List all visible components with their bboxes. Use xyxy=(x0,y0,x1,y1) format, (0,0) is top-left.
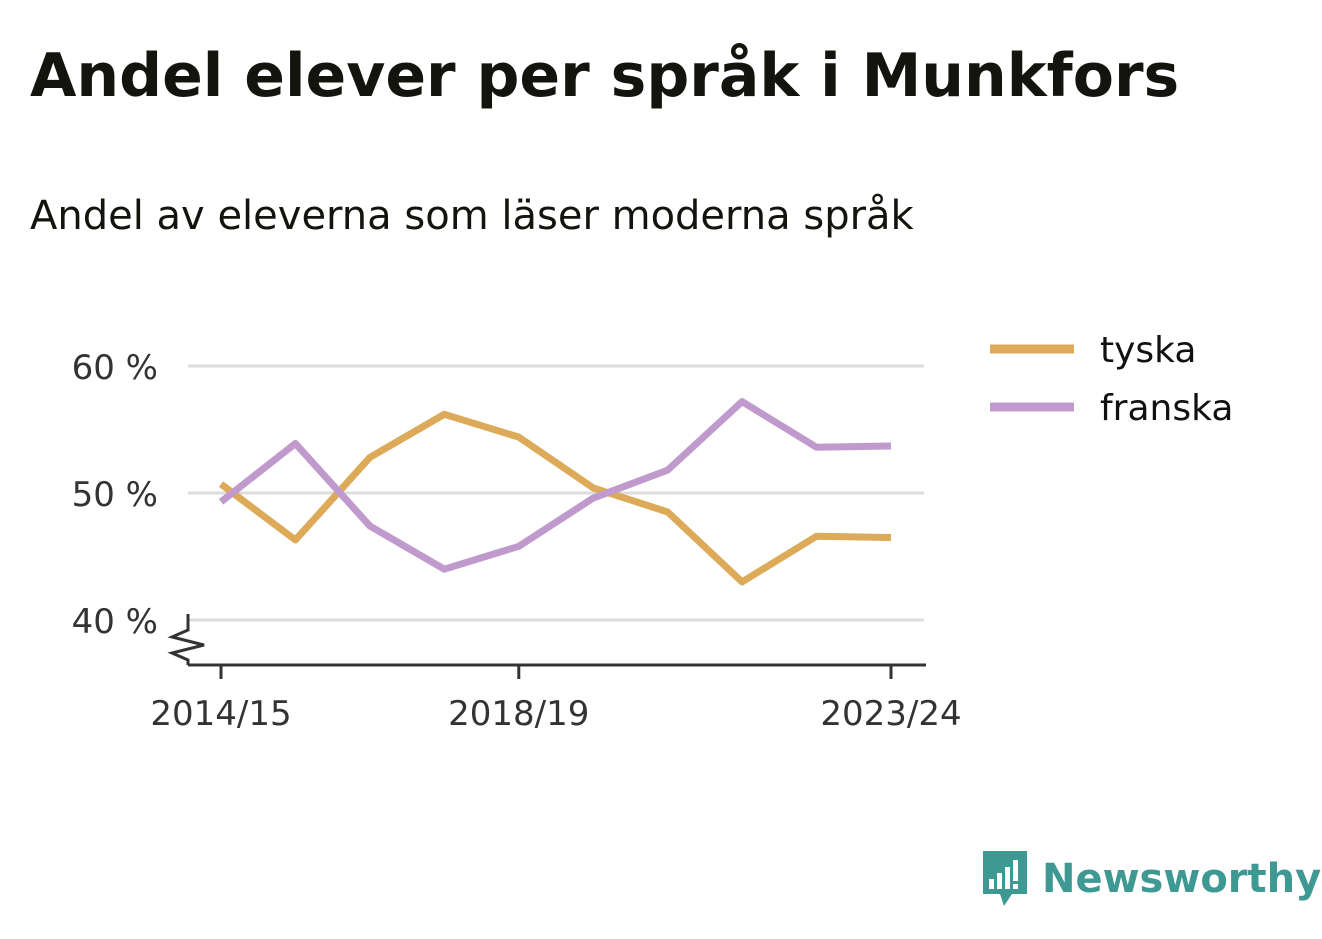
y-tick-label: 60 % xyxy=(72,348,158,388)
legend: tyska franska xyxy=(990,330,1233,429)
axis-break-icon xyxy=(167,614,205,665)
series-lines xyxy=(218,398,892,586)
chart-title: Andel elever per språk i Munkfors xyxy=(30,41,1180,111)
brand-name: Newsworthy xyxy=(1042,856,1322,902)
series-line-tyska xyxy=(218,410,892,586)
newsworthy-logo-icon xyxy=(983,851,1027,906)
gridlines xyxy=(188,364,924,622)
axes: 40 % 50 % 60 % 2014/15 2018/19 2023/24 xyxy=(72,348,962,734)
y-tick-label: 40 % xyxy=(72,602,158,642)
brand-logo: Newsworthy xyxy=(980,848,1321,910)
x-tick-label: 2018/19 xyxy=(448,694,589,734)
legend-label: tyska xyxy=(1100,330,1196,371)
series-line-franska xyxy=(218,398,892,573)
legend-label: franska xyxy=(1100,388,1233,429)
chart-subtitle: Andel av eleverna som läser moderna språ… xyxy=(30,193,914,239)
x-tick-label: 2014/15 xyxy=(150,694,291,734)
y-tick-label: 50 % xyxy=(72,475,158,515)
x-tick-label: 2023/24 xyxy=(820,694,961,734)
